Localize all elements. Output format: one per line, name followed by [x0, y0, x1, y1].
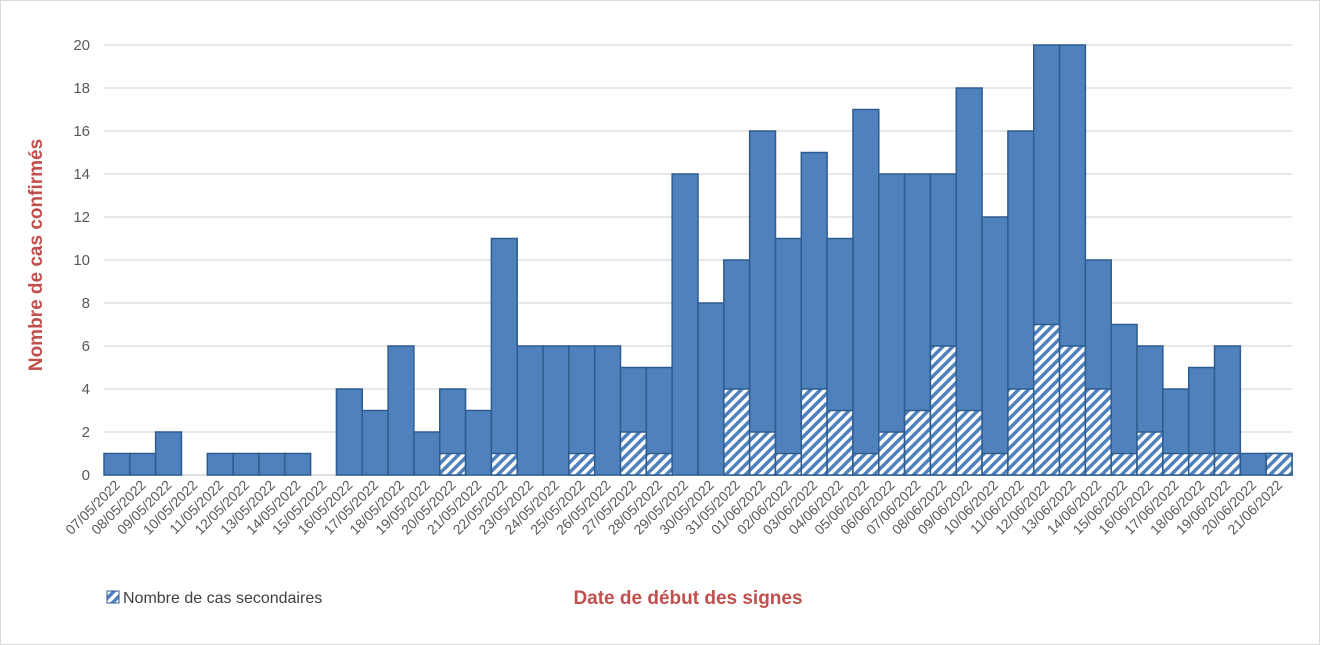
bar-confirmed: [490, 237, 518, 476]
bar-confirmed: [878, 173, 906, 476]
legend: Nombre de cas secondaires: [106, 590, 322, 607]
y-tick-label: 14: [73, 166, 90, 183]
bar-secondary: [723, 388, 751, 476]
bar-confirmed: [206, 452, 234, 476]
bar-confirmed: [361, 409, 389, 476]
bar-secondary: [826, 409, 854, 476]
bar-secondary: [774, 452, 803, 476]
bar-secondary: [1162, 452, 1190, 476]
bar-secondary: [1213, 452, 1242, 476]
bar-confirmed: [1110, 323, 1138, 476]
bar-confirmed: [413, 431, 441, 476]
bar-secondary: [1032, 323, 1061, 476]
bar-confirmed: [258, 452, 286, 476]
bar-secondary: [438, 452, 467, 476]
bar-confirmed: [697, 302, 725, 476]
bar-secondary: [645, 452, 673, 476]
y-tick-label: 2: [82, 424, 90, 441]
bar-confirmed: [774, 237, 803, 476]
bar-confirmed: [129, 452, 157, 476]
legend-swatch-secondary: [106, 590, 120, 604]
y-tick-label: 10: [73, 252, 90, 269]
bar-secondary: [981, 452, 1009, 476]
y-tick-label: 20: [73, 37, 90, 54]
y-axis-title: Nombre de cas confirmés: [26, 139, 47, 371]
bar-secondary: [955, 409, 983, 476]
y-tick-label: 18: [73, 80, 90, 97]
bar-secondary: [1187, 452, 1216, 476]
y-tick-label: 8: [82, 295, 90, 312]
bar-secondary: [1265, 452, 1293, 476]
bar-confirmed: [593, 345, 622, 476]
bar-secondary: [1084, 388, 1112, 476]
bar-confirmed: [103, 452, 131, 476]
bar-confirmed: [516, 345, 544, 476]
y-tick-label: 4: [82, 381, 90, 398]
bar-secondary: [1110, 452, 1138, 476]
bar-secondary: [568, 452, 596, 476]
bar-secondary: [748, 431, 777, 476]
bar-secondary: [903, 409, 932, 476]
bar-secondary: [1136, 431, 1164, 476]
y-tick-label: 6: [82, 338, 90, 355]
bar-confirmed: [852, 108, 880, 476]
bar-secondary: [619, 431, 648, 476]
bar-secondary: [852, 452, 880, 476]
y-tick-label: 0: [82, 467, 90, 484]
y-tick-label: 16: [73, 123, 90, 140]
bar-secondary: [490, 452, 518, 476]
bar-secondary: [800, 388, 828, 476]
bar-secondary: [929, 345, 958, 476]
bar-confirmed: [981, 216, 1009, 476]
bar-confirmed: [232, 452, 260, 476]
bar-confirmed: [154, 431, 183, 476]
bar-confirmed: [748, 130, 777, 476]
y-tick-label: 12: [73, 209, 90, 226]
bar-confirmed: [671, 173, 699, 476]
bar-confirmed: [542, 345, 570, 476]
legend-label-secondary: Nombre de cas secondaires: [123, 590, 322, 607]
bar-confirmed: [464, 409, 493, 476]
bar-secondary: [1007, 388, 1035, 476]
bar-secondary: [878, 431, 906, 476]
x-axis-title: Date de début des signes: [573, 588, 802, 609]
bar-confirmed: [284, 452, 312, 476]
bar-confirmed: [1239, 452, 1267, 476]
bar-confirmed: [387, 345, 415, 476]
bar-confirmed: [335, 388, 364, 476]
bar-secondary: [1058, 345, 1087, 476]
